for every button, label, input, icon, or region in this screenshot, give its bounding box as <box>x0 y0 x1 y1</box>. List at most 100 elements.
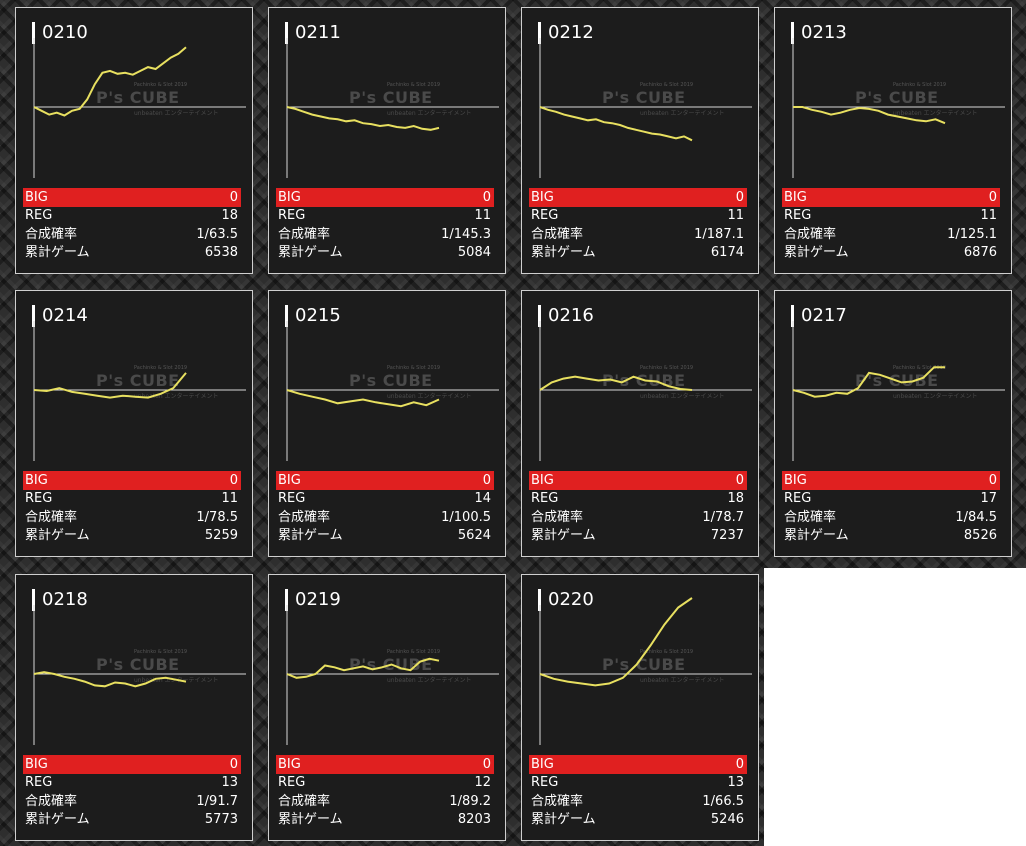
big-value: 0 <box>735 473 744 488</box>
reg-label: REG <box>784 491 812 506</box>
games-value: 5246 <box>710 812 744 827</box>
big-label: BIG <box>278 190 301 205</box>
games-label: 累計ゲーム <box>278 812 343 827</box>
rate-label: 合成確率 <box>784 509 837 525</box>
title-marker <box>538 22 541 44</box>
big-value: 0 <box>482 190 491 205</box>
big-label: BIG <box>784 190 807 205</box>
rate-row: 合成確率 1/125.1 <box>782 226 1000 245</box>
games-label: 累計ゲーム <box>25 245 90 260</box>
games-value: 6174 <box>710 245 744 260</box>
big-row: BIG 0 <box>23 471 241 490</box>
reg-row: REG 11 <box>529 207 747 226</box>
machine-number: 0213 <box>801 22 847 43</box>
games-value: 5624 <box>457 528 491 543</box>
trend-line <box>33 671 187 688</box>
big-row: BIG 0 <box>782 471 1000 490</box>
watermark-logo: Pachinko & Slot 2019 P's CUBE unbeaten エ… <box>96 365 219 400</box>
games-row: 累計ゲーム 6876 <box>782 244 1000 263</box>
title-marker <box>32 305 35 327</box>
rate-value: 1/78.7 <box>702 509 744 525</box>
big-value: 0 <box>482 757 491 772</box>
reg-value: 13 <box>221 775 238 790</box>
games-label: 累計ゲーム <box>784 245 849 260</box>
machine-card-0211[interactable]: 0211 Pachinko & Slot 2019 P's CUBE unbea… <box>268 7 506 274</box>
stats-table: BIG 0 REG 13 合成確率 1/66.5 累計ゲーム 5246 <box>529 755 747 830</box>
reg-value: 14 <box>474 491 491 506</box>
games-label: 累計ゲーム <box>25 812 90 827</box>
games-row: 累計ゲーム 5773 <box>23 811 241 830</box>
big-value: 0 <box>229 473 238 488</box>
reg-value: 11 <box>474 208 491 223</box>
title-marker <box>791 22 794 44</box>
machine-number: 0217 <box>801 305 847 326</box>
games-label: 累計ゲーム <box>531 528 596 543</box>
rate-label: 合成確率 <box>278 793 331 809</box>
trend-graph <box>33 38 246 178</box>
big-row: BIG 0 <box>276 755 494 774</box>
reg-label: REG <box>25 491 53 506</box>
stats-table: BIG 0 REG 12 合成確率 1/89.2 累計ゲーム 8203 <box>276 755 494 830</box>
games-row: 累計ゲーム 8526 <box>782 527 1000 546</box>
trend-graph <box>792 321 1005 461</box>
machine-card-0215[interactable]: 0215 Pachinko & Slot 2019 P's CUBE unbea… <box>268 290 506 557</box>
games-label: 累計ゲーム <box>278 528 343 543</box>
rate-label: 合成確率 <box>278 226 331 242</box>
big-row: BIG 0 <box>276 188 494 207</box>
machine-number: 0219 <box>295 589 341 610</box>
games-row: 累計ゲーム 7237 <box>529 527 747 546</box>
reg-row: REG 11 <box>23 490 241 509</box>
rate-value: 1/187.1 <box>694 226 744 242</box>
machine-card-0217[interactable]: 0217 Pachinko & Slot 2019 P's CUBE unbea… <box>774 290 1012 557</box>
reg-row: REG 11 <box>276 207 494 226</box>
stats-table: BIG 0 REG 13 合成確率 1/91.7 累計ゲーム 5773 <box>23 755 241 830</box>
title-marker <box>285 589 288 611</box>
reg-row: REG 13 <box>529 774 747 793</box>
machine-card-0218[interactable]: 0218 Pachinko & Slot 2019 P's CUBE unbea… <box>15 574 253 841</box>
trend-line <box>539 375 693 391</box>
reg-row: REG 17 <box>782 490 1000 509</box>
rate-row: 合成確率 1/84.5 <box>782 509 1000 528</box>
rate-label: 合成確率 <box>784 226 837 242</box>
machine-card-0210[interactable]: 0210 Pachinko & Slot 2019 P's CUBE unbea… <box>15 7 253 274</box>
stats-table: BIG 0 REG 11 合成確率 1/125.1 累計ゲーム 6876 <box>782 188 1000 263</box>
reg-value: 11 <box>980 208 997 223</box>
trend-line <box>33 46 187 117</box>
big-row: BIG 0 <box>529 188 747 207</box>
machine-card-0216[interactable]: 0216 Pachinko & Slot 2019 P's CUBE unbea… <box>521 290 759 557</box>
machine-card-0219[interactable]: 0219 Pachinko & Slot 2019 P's CUBE unbea… <box>268 574 506 841</box>
reg-label: REG <box>531 775 559 790</box>
big-label: BIG <box>531 757 554 772</box>
rate-row: 合成確率 1/187.1 <box>529 226 747 245</box>
big-label: BIG <box>278 757 301 772</box>
rate-label: 合成確率 <box>25 226 78 242</box>
watermark-logo: Pachinko & Slot 2019 P's CUBE unbeaten エ… <box>855 82 978 117</box>
machine-number: 0216 <box>548 305 594 326</box>
rate-row: 合成確率 1/100.5 <box>276 509 494 528</box>
games-value: 7237 <box>710 528 744 543</box>
big-value: 0 <box>988 190 997 205</box>
rate-row: 合成確率 1/89.2 <box>276 793 494 812</box>
machine-number: 0220 <box>548 589 594 610</box>
trend-graph <box>33 321 246 461</box>
trend-line <box>793 106 946 125</box>
machine-card-0220[interactable]: 0220 Pachinko & Slot 2019 P's CUBE unbea… <box>521 574 759 841</box>
big-row: BIG 0 <box>23 755 241 774</box>
rate-row: 合成確率 1/145.3 <box>276 226 494 245</box>
stats-table: BIG 0 REG 11 合成確率 1/187.1 累計ゲーム 6174 <box>529 188 747 263</box>
trend-line <box>539 597 693 687</box>
reg-value: 17 <box>980 491 997 506</box>
trend-line <box>33 372 187 399</box>
trend-graph <box>539 597 752 745</box>
machine-card-0214[interactable]: 0214 Pachinko & Slot 2019 P's CUBE unbea… <box>15 290 253 557</box>
machine-card-0212[interactable]: 0212 Pachinko & Slot 2019 P's CUBE unbea… <box>521 7 759 274</box>
rate-value: 1/66.5 <box>702 793 744 809</box>
rate-label: 合成確率 <box>25 509 78 525</box>
trend-line <box>286 106 440 131</box>
machine-card-0213[interactable]: 0213 Pachinko & Slot 2019 P's CUBE unbea… <box>774 7 1012 274</box>
title-marker <box>285 305 288 327</box>
stats-table: BIG 0 REG 18 合成確率 1/78.7 累計ゲーム 7237 <box>529 471 747 546</box>
reg-row: REG 18 <box>23 207 241 226</box>
reg-value: 12 <box>474 775 491 790</box>
reg-value: 11 <box>727 208 744 223</box>
